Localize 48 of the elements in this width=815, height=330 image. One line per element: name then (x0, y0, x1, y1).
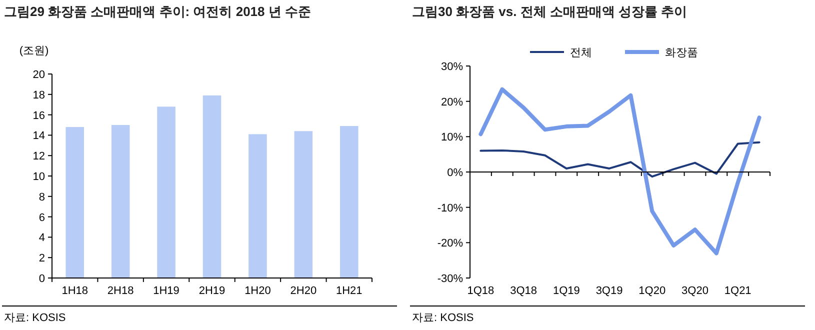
bar (157, 106, 176, 278)
x-tick-label: 1Q19 (552, 285, 580, 297)
bar (66, 127, 84, 278)
x-tick-label: 1Q21 (724, 285, 752, 297)
x-tick-label: 1Q20 (638, 285, 666, 297)
bar (202, 95, 222, 278)
x-tick-label: 1Q18 (467, 285, 494, 297)
y-tick-label: 18 (32, 89, 45, 102)
x-tick-label: 1H20 (244, 285, 271, 297)
y-tick-label: 20% (440, 96, 464, 108)
y-tick-label: 14 (32, 130, 45, 142)
x-tick-label: 2H20 (290, 285, 317, 297)
y-tick-label: 30% (440, 61, 464, 73)
y-tick-label: 8 (38, 191, 45, 204)
y-tick-label: 4 (38, 232, 45, 244)
chart-title: 그림29 화장품 소매판매액 추이: 여전히 2018 년 수준 (4, 4, 311, 19)
bar (248, 134, 267, 278)
text: 자료: KOSIS (4, 312, 66, 324)
x-tick-label: 1H19 (153, 285, 180, 297)
y-tick-label: 0 (38, 273, 45, 285)
line-series (480, 141, 760, 178)
x-tick-label: 2H18 (107, 285, 134, 297)
y-axis-title: (조원) (19, 45, 49, 57)
bar (111, 125, 130, 278)
line-series (478, 87, 762, 256)
y-tick-label: -30% (437, 273, 464, 285)
y-tick-label: 2 (38, 252, 45, 265)
text: 자료: KOSIS (412, 312, 474, 324)
y-tick-label: 0% (447, 167, 464, 179)
x-tick-label: 2H19 (198, 285, 226, 297)
legend-label: 화장품 (665, 47, 698, 59)
x-tick-label: 3Q18 (510, 285, 538, 297)
x-tick-label: 1H18 (62, 285, 88, 297)
x-tick-label: 3Q19 (596, 285, 623, 297)
x-tick-label: 1H21 (336, 285, 362, 297)
y-tick-label: 20 (32, 69, 45, 81)
legend-label: 전체 (570, 47, 592, 59)
y-tick-label: 6 (38, 212, 45, 224)
chart-title: 그림30 화장품 vs. 전체 소매판매액 성장률 추이 (412, 4, 688, 19)
bar (294, 131, 313, 278)
y-tick-label: 16 (32, 110, 45, 122)
y-tick-label: -20% (437, 238, 464, 250)
y-tick-label: 10 (32, 171, 45, 183)
bar (340, 126, 358, 278)
x-tick-label: 3Q20 (682, 285, 708, 297)
y-tick-label: -10% (437, 202, 464, 214)
y-tick-label: 12 (32, 150, 45, 163)
y-tick-label: 10% (440, 132, 464, 144)
